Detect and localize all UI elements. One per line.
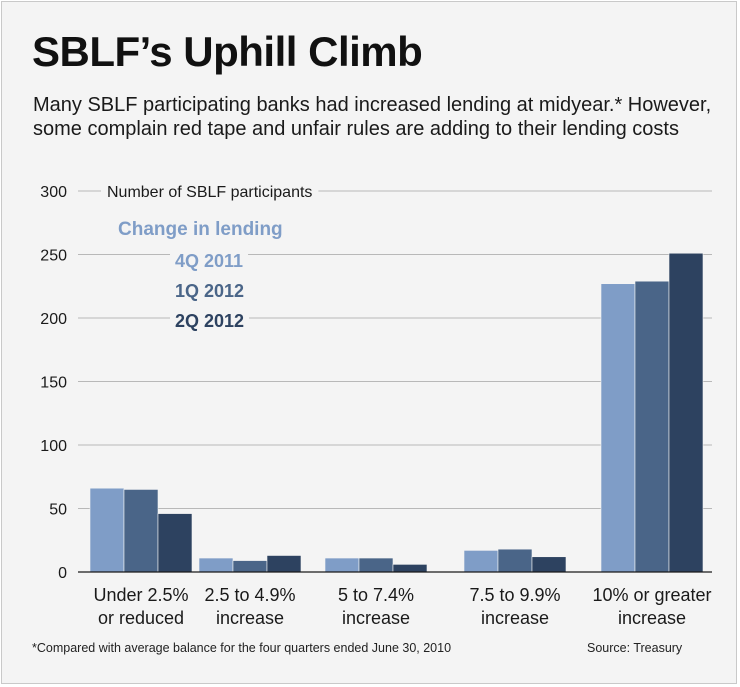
bar xyxy=(232,560,268,573)
x-tick-label: Under 2.5% xyxy=(93,585,188,605)
y-tick-label: 0 xyxy=(58,565,67,582)
chart-subtitle: Many SBLF participating banks had increa… xyxy=(33,94,712,140)
x-tick-label: increase xyxy=(216,608,284,628)
bar xyxy=(89,487,125,573)
legend-title: Change in lending xyxy=(118,219,283,240)
bar xyxy=(531,556,567,573)
y-tick-label: 50 xyxy=(49,502,67,519)
bar xyxy=(497,548,533,573)
legend-item-bg xyxy=(170,280,250,302)
x-tick-label: increase xyxy=(481,608,549,628)
x-tick-label: 10% or greater xyxy=(592,585,711,605)
chart-title: SBLF’s Uphill Climb xyxy=(32,28,423,75)
bar xyxy=(392,564,428,573)
y-tick-label: 300 xyxy=(40,184,67,201)
x-tick-label: or reduced xyxy=(98,608,184,628)
legend-item-bg xyxy=(170,250,249,272)
x-tick-label: 5 to 7.4% xyxy=(338,585,414,605)
x-tick-label: 2.5 to 4.9% xyxy=(204,585,295,605)
bar xyxy=(266,555,302,573)
legend-item: 4Q 2011 xyxy=(175,251,243,271)
x-tick-label: increase xyxy=(618,608,686,628)
y-tick-label: 100 xyxy=(40,438,67,455)
y-tick-label: 250 xyxy=(40,248,67,265)
legend-title-bg xyxy=(113,218,288,241)
x-tick-label: 7.5 to 9.9% xyxy=(469,585,560,605)
legend-item: 2Q 2012 xyxy=(175,311,244,331)
source-note: Source: Treasury xyxy=(587,641,683,655)
legend-item: 1Q 2012 xyxy=(175,281,244,301)
bar xyxy=(157,513,193,573)
bar xyxy=(668,252,704,573)
bar xyxy=(634,280,670,573)
y-axis-label: Number of SBLF participants xyxy=(107,184,312,201)
y-tick-label: 150 xyxy=(40,375,67,392)
y-axis-label-bg xyxy=(101,183,319,202)
bar xyxy=(324,557,360,573)
y-tick-label: 200 xyxy=(40,311,67,328)
x-tick-label: increase xyxy=(342,608,410,628)
bar xyxy=(123,489,159,573)
bar xyxy=(358,557,394,573)
legend-item-bg xyxy=(170,310,250,332)
footnote: *Compared with average balance for the f… xyxy=(32,641,452,655)
bar xyxy=(600,283,636,573)
bar xyxy=(198,557,234,573)
bar xyxy=(463,550,499,573)
